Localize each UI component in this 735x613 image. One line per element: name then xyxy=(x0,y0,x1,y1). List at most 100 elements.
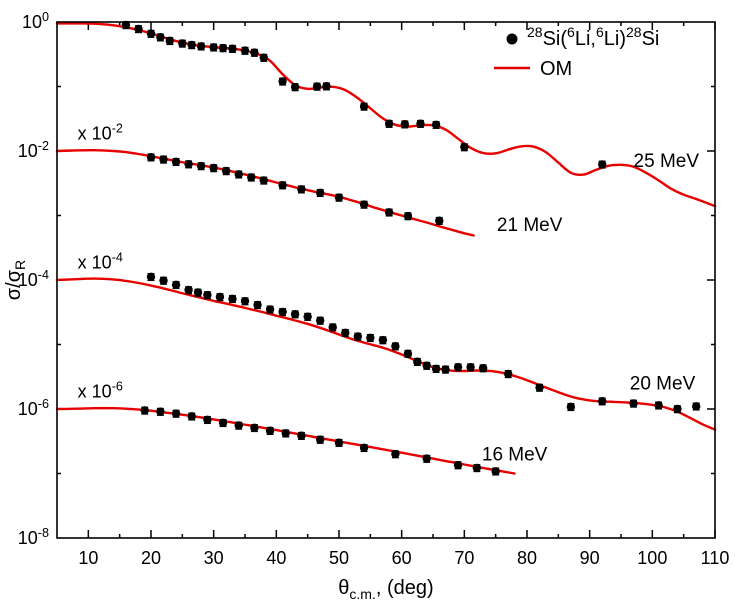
data-point xyxy=(146,272,156,282)
data-point xyxy=(366,333,375,343)
legend-data-marker xyxy=(506,33,518,45)
data-point xyxy=(413,357,422,366)
data-point xyxy=(303,312,312,321)
data-point xyxy=(253,300,262,310)
scale-annotation-3: x 10-6 xyxy=(78,379,123,401)
data-point xyxy=(278,77,287,86)
data-point xyxy=(416,119,425,128)
data-point xyxy=(240,46,250,55)
data-point xyxy=(297,431,306,440)
data-point xyxy=(187,40,196,50)
energy-label-20mev: 20 MeV xyxy=(630,374,696,395)
data-point xyxy=(431,120,441,129)
data-point xyxy=(159,155,168,164)
x-axis-title: θc.m., (deg) xyxy=(338,577,433,602)
data-point xyxy=(535,383,544,392)
x-tick-label-30: 30 xyxy=(204,548,224,568)
data-point xyxy=(422,361,431,370)
data-point xyxy=(692,402,701,411)
data-point xyxy=(265,305,275,314)
data-point xyxy=(184,159,193,169)
data-point xyxy=(334,193,344,202)
data-point xyxy=(259,53,268,62)
data-point xyxy=(250,423,259,433)
data-points-25mev xyxy=(121,20,607,169)
data-point xyxy=(453,460,463,470)
y-tick-label-1e-8: 10-8 xyxy=(18,526,49,548)
plot-border xyxy=(56,21,716,539)
data-point xyxy=(384,119,394,128)
data-point xyxy=(156,407,165,416)
data-point xyxy=(171,409,181,418)
y-tick-label-1e-6: 10-6 xyxy=(18,397,49,419)
data-point xyxy=(629,399,638,408)
energy-label-21mev: 21 MeV xyxy=(497,215,563,236)
data-point xyxy=(316,316,325,325)
data-point xyxy=(472,463,482,473)
data-point xyxy=(281,429,290,438)
data-point xyxy=(203,415,212,425)
scale-annotation-2: x 10-4 xyxy=(78,250,123,272)
data-point xyxy=(316,435,325,444)
data-point xyxy=(435,216,444,225)
data-point xyxy=(278,180,287,190)
data-point xyxy=(196,161,206,171)
data-point xyxy=(259,176,268,185)
data-point xyxy=(203,290,212,300)
data-point xyxy=(598,160,607,169)
y-axis-title: σ/σR xyxy=(3,260,28,300)
data-point xyxy=(159,276,168,285)
om-curve-16mev xyxy=(55,406,516,475)
x-tick-label-70: 70 xyxy=(454,548,474,568)
data-point xyxy=(391,342,400,351)
data-points-16mev xyxy=(140,406,500,476)
data-point xyxy=(140,406,149,415)
data-point xyxy=(193,288,203,297)
x-tick-label-20: 20 xyxy=(141,548,161,568)
data-point xyxy=(403,349,413,358)
data-point xyxy=(378,335,388,345)
data-point xyxy=(247,173,256,182)
data-point xyxy=(403,211,413,221)
data-point xyxy=(196,42,206,51)
data-point xyxy=(400,120,409,129)
energy-label-16mev: 16 MeV xyxy=(482,444,548,465)
data-point xyxy=(328,323,337,332)
data-point xyxy=(384,208,394,217)
y-tick-label-1e-4: 10-4 xyxy=(18,268,49,290)
data-point xyxy=(134,24,143,34)
data-point xyxy=(391,449,400,459)
x-tick-label-110: 110 xyxy=(701,548,730,568)
data-point xyxy=(146,153,156,162)
data-point xyxy=(290,82,300,92)
data-point xyxy=(171,157,181,167)
legend-om-label: OM xyxy=(540,58,572,80)
data-point xyxy=(240,296,250,306)
energy-label-25mev: 25 MeV xyxy=(634,151,700,172)
data-point xyxy=(121,20,131,30)
data-point xyxy=(359,443,369,453)
data-point xyxy=(312,82,322,91)
data-point xyxy=(460,142,469,152)
data-point xyxy=(218,43,228,53)
data-point xyxy=(359,200,369,209)
legend: 28Si(6Li,6Li)28Si OM xyxy=(494,24,659,80)
data-point xyxy=(453,362,463,372)
data-point xyxy=(491,467,500,476)
data-point xyxy=(353,332,362,341)
data-point xyxy=(165,36,174,46)
legend-reaction-label: 28Si(6Li,6Li)28Si xyxy=(527,24,659,50)
x-tick-label-80: 80 xyxy=(517,548,537,568)
x-tick-label-90: 90 xyxy=(580,548,600,568)
data-point xyxy=(341,328,350,337)
data-points-20mev xyxy=(146,272,701,414)
tick-labels: 10 20 30 40 50 60 70 80 90 100 110 100 10-2 10-4 10-6 1… xyxy=(18,10,730,568)
y-tick-label-1e-2: 10-2 xyxy=(18,139,49,161)
data-point xyxy=(146,29,156,38)
data-points-21mev xyxy=(146,153,444,225)
data-point xyxy=(673,404,682,414)
data-point xyxy=(654,401,663,410)
